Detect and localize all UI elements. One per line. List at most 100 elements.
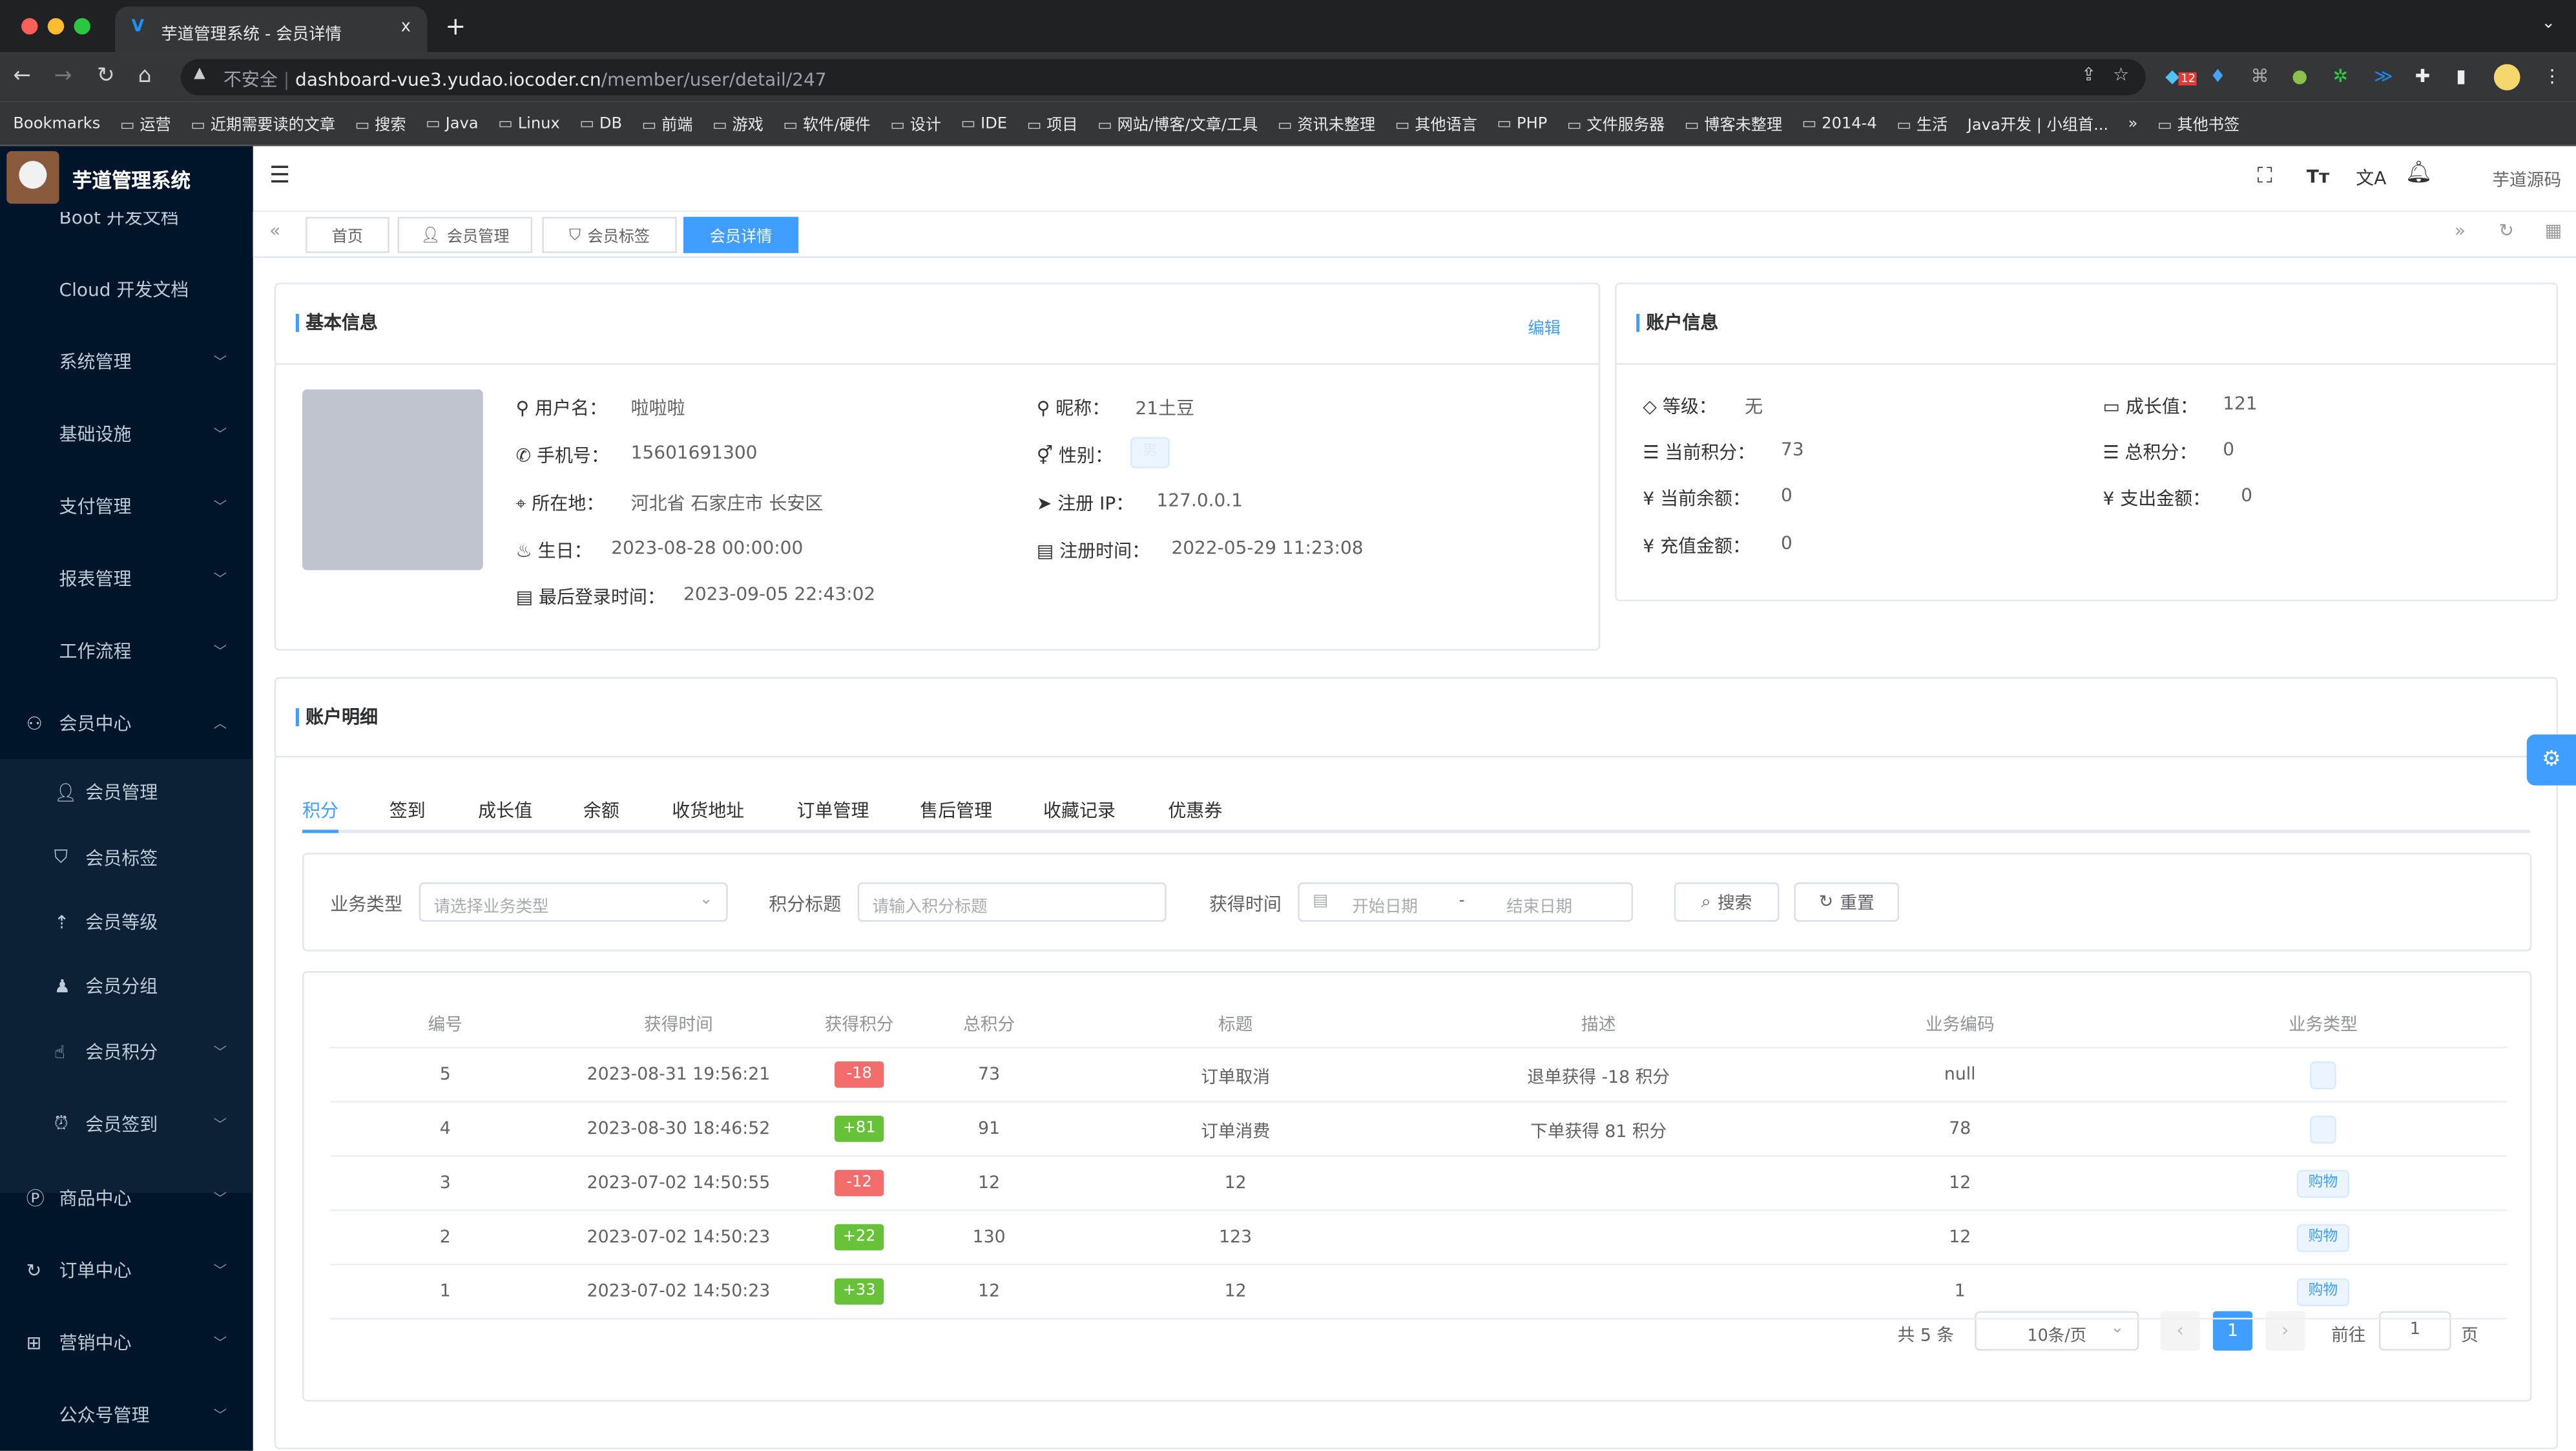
menu-icon[interactable]: ⋮ bbox=[2543, 65, 2562, 87]
submenu-item[interactable]: 👤︎ 会员管理 bbox=[0, 759, 253, 825]
table-row[interactable]: 1 2023-07-02 14:50:23 +33 12 12 1 购物 bbox=[304, 1265, 2530, 1320]
tab-5[interactable]: 订单管理 bbox=[796, 800, 869, 822]
bookmark-item[interactable]: 其他书签 bbox=[2157, 112, 2239, 135]
grid-icon[interactable]: ▦ bbox=[2544, 220, 2562, 242]
tab-7[interactable]: 收藏记录 bbox=[1043, 800, 1116, 822]
sidebar-item[interactable]: 公众号管理 ﹀ bbox=[0, 1379, 253, 1451]
bookmark-item[interactable]: Java开发 | 小组首... bbox=[1967, 116, 2109, 135]
logo[interactable]: 芋道管理系统 bbox=[0, 146, 253, 213]
maximize-window-button[interactable] bbox=[74, 17, 90, 35]
biz-type-select[interactable]: 请选择业务类型 ⌄ bbox=[419, 882, 728, 922]
goto-page-input[interactable]: 1 bbox=[2378, 1311, 2451, 1351]
date-range-picker[interactable]: ▤ 开始日期 - 结束日期 bbox=[1298, 882, 1634, 922]
table-row[interactable]: 4 2023-08-30 18:46:52 +81 91 订单消费 下单获得 81 积分 7… bbox=[304, 1103, 2530, 1157]
back-icon[interactable]: ← bbox=[13, 64, 32, 89]
tab-1[interactable]: 签到 bbox=[389, 800, 426, 822]
tab-0[interactable]: 积分 bbox=[302, 800, 338, 822]
sidebar-item[interactable]: 支付管理 ﹀ bbox=[0, 470, 253, 542]
hamburger-icon[interactable]: ☰ bbox=[269, 162, 291, 189]
profile-avatar[interactable] bbox=[2493, 64, 2520, 90]
bell-icon[interactable]: 🔔︎ bbox=[2405, 161, 2433, 186]
tag-member-manage[interactable]: 👤︎ 会员管理 bbox=[397, 216, 533, 253]
bookmark-item[interactable]: 其他语言 bbox=[1395, 112, 1477, 135]
puzzle-icon[interactable]: ✚ bbox=[2415, 65, 2431, 87]
bookmark-star-icon[interactable]: ☆ bbox=[2113, 64, 2130, 86]
start-date[interactable]: 开始日期 bbox=[1352, 899, 1418, 917]
share-icon[interactable]: ⇪ bbox=[2081, 64, 2097, 86]
bookmark-item[interactable]: DB bbox=[579, 114, 622, 132]
reset-button[interactable]: ↻ 重置 bbox=[1794, 882, 1900, 922]
title-input[interactable]: 请输入积分标题 bbox=[857, 882, 1167, 922]
bookmark-item[interactable]: Bookmarks bbox=[13, 114, 101, 132]
extension-icon[interactable]: ◆ 12 bbox=[2165, 66, 2197, 87]
table-row[interactable]: 5 2023-08-31 19:56:21 -18 73 订单取消 退单获得 -18 积分… bbox=[304, 1049, 2530, 1103]
bookmark-item[interactable]: PHP bbox=[1497, 114, 1547, 132]
table-row[interactable]: 3 2023-07-02 14:50:55 -12 12 12 12 购物 bbox=[304, 1157, 2530, 1211]
bookmark-item[interactable]: 设计 bbox=[890, 112, 941, 135]
bookmark-item[interactable]: Linux bbox=[498, 114, 560, 132]
sidebar-item[interactable]: 基础设施 ﹀ bbox=[0, 398, 253, 470]
bookmark-item[interactable]: 软件/硬件 bbox=[783, 112, 871, 135]
settings-gear-button[interactable]: ⚙ bbox=[2526, 734, 2576, 786]
sidepanel-icon[interactable]: ▮ bbox=[2456, 65, 2466, 87]
edit-link[interactable]: 编辑 bbox=[1528, 320, 1561, 339]
submenu-item[interactable]: ♟ 会员分组 bbox=[0, 953, 253, 1019]
bookmark-item[interactable]: Java bbox=[426, 114, 479, 132]
bookmark-item[interactable]: 生活 bbox=[1896, 112, 1948, 135]
bookmark-item[interactable]: 游戏 bbox=[712, 112, 763, 135]
end-date[interactable]: 结束日期 bbox=[1506, 899, 1573, 917]
bookmark-item[interactable]: 项目 bbox=[1027, 112, 1077, 135]
bookmark-item[interactable]: 2014-4 bbox=[1802, 114, 1877, 132]
tab-3[interactable]: 余额 bbox=[583, 800, 619, 822]
bookmark-item[interactable]: 运营 bbox=[120, 112, 171, 135]
bookmark-item[interactable]: » bbox=[2128, 114, 2138, 132]
bookmark-item[interactable]: 前端 bbox=[642, 112, 692, 135]
tag-member-detail[interactable]: 会员详情 bbox=[683, 216, 799, 253]
sidebar-item[interactable]: ⚇ 会员中心 ︿ bbox=[0, 687, 253, 759]
sidebar-item[interactable]: 报表管理 ﹀ bbox=[0, 542, 253, 614]
submenu-item[interactable]: ⛉ 会员标签 bbox=[0, 825, 253, 891]
tab-search-chevron-icon[interactable]: ⌄ bbox=[2541, 14, 2555, 33]
refresh-icon[interactable]: ↻ bbox=[2498, 220, 2514, 242]
scroll-right-icon[interactable]: » bbox=[2454, 220, 2466, 242]
bookmark-item[interactable]: 网站/博客/文章/工具 bbox=[1097, 112, 1258, 135]
address-bar[interactable]: ▲ 不安全 | dashboard-vue3.yudao.iocoder.cn/… bbox=[180, 59, 2146, 96]
sidebar-item[interactable]: ↻ 订单中心 ﹀ bbox=[0, 1234, 253, 1306]
fullscreen-icon[interactable]: ⛶ bbox=[2257, 164, 2272, 189]
tag-home[interactable]: 首页 bbox=[306, 216, 390, 253]
new-tab-button[interactable]: + bbox=[445, 11, 466, 41]
extension-icon[interactable]: ⌘ bbox=[2250, 65, 2269, 87]
extension-icon[interactable]: ♦ bbox=[2209, 65, 2226, 87]
extension-icon[interactable]: ✲ bbox=[2332, 65, 2349, 87]
browser-tab[interactable]: V 芋道管理系统 - 会员详情 x bbox=[115, 6, 428, 53]
tab-2[interactable]: 成长值 bbox=[478, 800, 533, 822]
bookmark-item[interactable]: 资讯未整理 bbox=[1278, 112, 1375, 135]
sidebar-item[interactable]: 系统管理 ﹀ bbox=[0, 326, 253, 398]
sidebar-item[interactable]: ⊞ 营销中心 ﹀ bbox=[0, 1306, 253, 1379]
forward-icon[interactable]: → bbox=[54, 64, 72, 89]
font-size-icon[interactable]: Tт bbox=[2306, 165, 2330, 187]
user-menu[interactable]: 芋道源码 bbox=[2492, 171, 2562, 191]
close-window-button[interactable] bbox=[21, 17, 38, 35]
prev-page-button[interactable]: ‹ bbox=[2160, 1311, 2200, 1351]
tab-8[interactable]: 优惠券 bbox=[1168, 800, 1223, 822]
tag-member-tag[interactable]: ⛉ 会员标签 bbox=[542, 216, 677, 253]
table-row[interactable]: 2 2023-07-02 14:50:23 +22 130 123 12 购物 bbox=[304, 1211, 2530, 1266]
search-button[interactable]: ⌕ 搜索 bbox=[1674, 882, 1780, 922]
page-1-button[interactable]: 1 bbox=[2212, 1311, 2253, 1351]
reload-icon[interactable]: ↻ bbox=[97, 64, 115, 89]
home-icon[interactable]: ⌂ bbox=[138, 64, 152, 89]
bookmark-item[interactable]: IDE bbox=[961, 114, 1007, 132]
bookmark-item[interactable]: 文件服务器 bbox=[1567, 112, 1665, 135]
submenu-item[interactable]: ☝ 会员积分 ﹀ bbox=[0, 1019, 253, 1085]
next-page-button[interactable]: › bbox=[2265, 1311, 2305, 1351]
tab-4[interactable]: 收货地址 bbox=[672, 800, 745, 822]
bookmark-item[interactable]: 搜索 bbox=[355, 112, 406, 135]
page-size-select[interactable]: 10条/页 ⌄ bbox=[1975, 1311, 2139, 1351]
scroll-left-icon[interactable]: « bbox=[269, 220, 281, 242]
sidebar-item[interactable]: Cloud 开发文档 bbox=[0, 253, 253, 326]
sidebar-item[interactable]: 工作流程 ﹀ bbox=[0, 614, 253, 687]
submenu-item[interactable]: ⏰︎ 会员签到 ﹀ bbox=[0, 1091, 253, 1157]
tab-6[interactable]: 售后管理 bbox=[920, 800, 993, 822]
translate-icon[interactable]: 文A bbox=[2356, 167, 2387, 189]
